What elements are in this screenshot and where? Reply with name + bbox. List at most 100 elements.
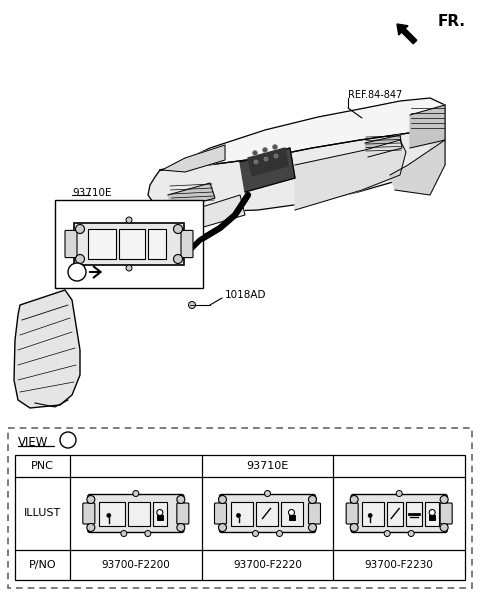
Text: ▣: ▣ <box>154 241 160 247</box>
Circle shape <box>87 523 95 532</box>
Polygon shape <box>430 105 445 165</box>
Text: VIEW: VIEW <box>18 435 48 448</box>
Polygon shape <box>390 140 445 195</box>
Bar <box>55 200 203 288</box>
Text: 93700-F2200: 93700-F2200 <box>101 560 170 570</box>
Circle shape <box>87 495 95 504</box>
Polygon shape <box>162 145 225 172</box>
FancyBboxPatch shape <box>8 428 472 588</box>
FancyBboxPatch shape <box>181 230 193 258</box>
FancyBboxPatch shape <box>309 503 321 524</box>
FancyBboxPatch shape <box>440 503 452 524</box>
Circle shape <box>189 302 195 308</box>
Circle shape <box>218 523 227 532</box>
Circle shape <box>254 160 258 164</box>
Circle shape <box>309 495 316 504</box>
Circle shape <box>384 530 390 536</box>
Text: REF.84-847: REF.84-847 <box>348 90 402 100</box>
Text: A: A <box>65 435 72 445</box>
Bar <box>280 501 302 526</box>
Polygon shape <box>295 140 406 210</box>
Bar <box>255 501 277 526</box>
Circle shape <box>75 225 84 233</box>
Circle shape <box>350 495 358 504</box>
Circle shape <box>440 495 448 504</box>
Circle shape <box>218 495 227 504</box>
Bar <box>429 514 435 520</box>
Circle shape <box>408 530 414 536</box>
Text: FR.: FR. <box>438 14 466 30</box>
Circle shape <box>237 513 240 517</box>
Circle shape <box>252 530 259 536</box>
Bar <box>99 501 125 526</box>
Polygon shape <box>410 105 445 148</box>
Text: 93710E: 93710E <box>72 188 111 198</box>
Circle shape <box>429 510 435 516</box>
Circle shape <box>75 254 84 264</box>
Text: -: - <box>108 520 110 526</box>
Circle shape <box>264 491 271 497</box>
Bar <box>148 229 166 259</box>
Bar <box>157 514 163 520</box>
Polygon shape <box>240 148 295 192</box>
Bar <box>88 229 116 259</box>
Text: +: + <box>236 505 241 511</box>
Bar <box>119 229 145 259</box>
Text: P/NO: P/NO <box>29 560 56 570</box>
Bar <box>288 514 295 520</box>
Circle shape <box>173 254 182 264</box>
Circle shape <box>133 491 139 497</box>
Text: +: + <box>106 505 112 511</box>
Circle shape <box>252 150 257 156</box>
Text: 93700-F2220: 93700-F2220 <box>233 560 302 570</box>
Bar <box>153 501 167 526</box>
Bar <box>406 501 422 526</box>
Circle shape <box>288 510 295 516</box>
Circle shape <box>276 530 283 536</box>
FancyArrow shape <box>397 24 417 44</box>
Text: ↕: ↕ <box>96 240 104 250</box>
Circle shape <box>440 523 448 532</box>
Bar <box>387 501 403 526</box>
Polygon shape <box>155 195 245 228</box>
Circle shape <box>350 523 358 532</box>
Circle shape <box>274 154 278 158</box>
Circle shape <box>60 432 76 448</box>
Circle shape <box>264 157 268 161</box>
Polygon shape <box>148 105 445 212</box>
Bar <box>128 501 150 526</box>
Text: 93710E: 93710E <box>246 461 288 471</box>
Text: A: A <box>74 267 80 277</box>
Circle shape <box>263 147 267 153</box>
FancyBboxPatch shape <box>351 494 447 532</box>
Circle shape <box>126 265 132 271</box>
Polygon shape <box>14 290 80 408</box>
Circle shape <box>396 491 402 497</box>
FancyBboxPatch shape <box>65 230 77 258</box>
FancyBboxPatch shape <box>346 503 358 524</box>
Circle shape <box>309 523 316 532</box>
Bar <box>425 501 439 526</box>
Text: +: + <box>367 505 373 511</box>
Circle shape <box>173 225 182 233</box>
Circle shape <box>177 523 185 532</box>
Polygon shape <box>248 148 288 176</box>
Text: +: + <box>98 235 106 244</box>
Text: 1018AD: 1018AD <box>225 290 266 300</box>
FancyBboxPatch shape <box>177 503 189 524</box>
Circle shape <box>368 513 372 517</box>
Text: PNC: PNC <box>31 461 54 471</box>
FancyBboxPatch shape <box>219 494 315 532</box>
Bar <box>74 223 184 265</box>
Polygon shape <box>168 183 215 210</box>
Bar <box>362 501 384 526</box>
Polygon shape <box>365 135 402 157</box>
Polygon shape <box>160 98 445 170</box>
Circle shape <box>121 530 127 536</box>
Circle shape <box>177 495 185 504</box>
Circle shape <box>68 263 86 281</box>
Circle shape <box>126 217 132 223</box>
FancyBboxPatch shape <box>83 503 95 524</box>
Circle shape <box>107 513 111 517</box>
Bar <box>230 501 252 526</box>
